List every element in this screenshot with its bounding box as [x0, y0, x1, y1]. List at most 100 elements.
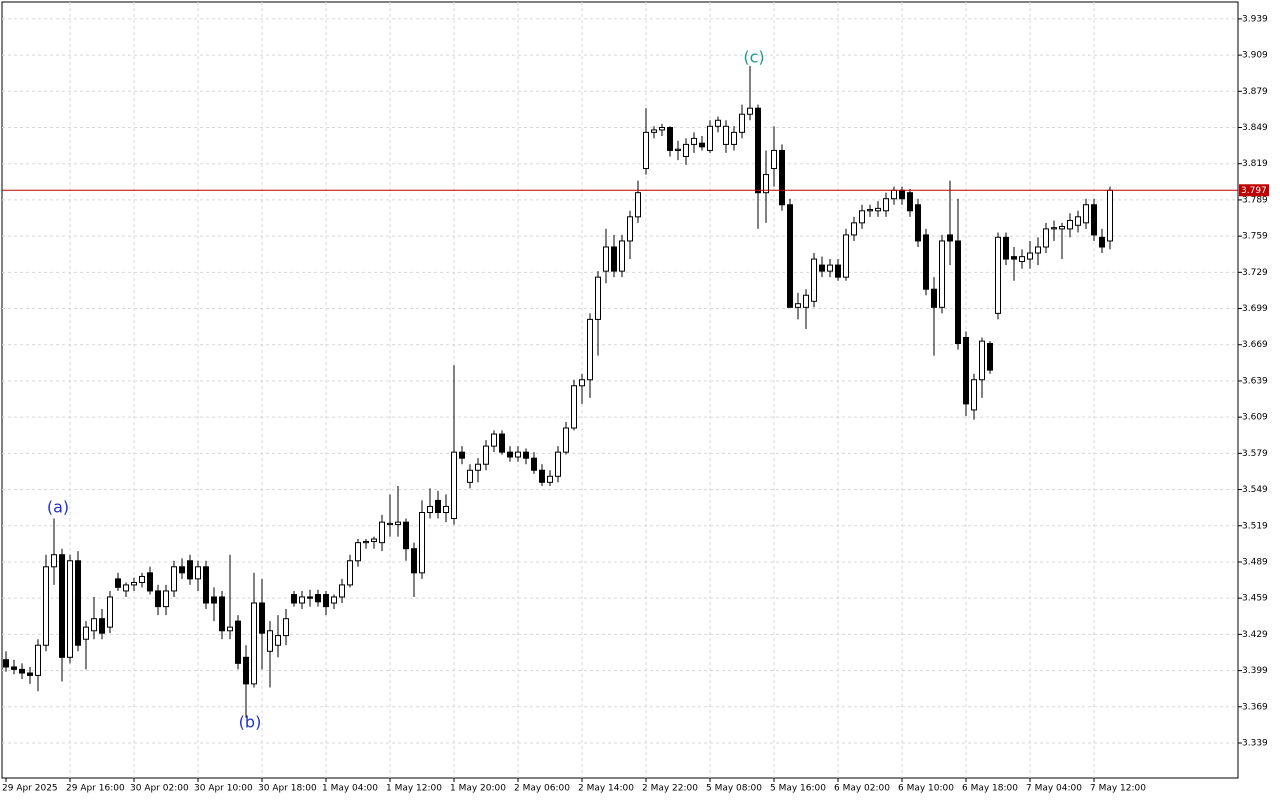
candle-body: [379, 521, 385, 544]
candle-body: [227, 626, 233, 632]
y-tick-label: 3.519: [1242, 521, 1268, 531]
candle-body: [19, 668, 25, 674]
candle-body: [651, 129, 657, 133]
candle-body: [827, 264, 833, 272]
candle-body: [195, 566, 201, 580]
candle-body: [763, 174, 769, 194]
candle-body: [907, 192, 913, 212]
candle-body: [627, 216, 633, 242]
candle-body: [1035, 246, 1041, 254]
candle-body: [619, 240, 625, 272]
candle-body: [83, 626, 89, 640]
candle-body: [1059, 225, 1065, 230]
candle-body: [115, 578, 121, 588]
candle-body: [947, 234, 953, 242]
candle-body: [1107, 189, 1113, 242]
candle-body: [187, 560, 193, 580]
candle-body: [595, 276, 601, 320]
candle-body: [259, 602, 265, 634]
candle-body: [547, 475, 553, 483]
candle-body: [475, 463, 481, 471]
candle-body: [843, 234, 849, 278]
candle-body: [123, 584, 129, 592]
y-tick-label: 3.399: [1242, 666, 1268, 676]
candle-body: [747, 107, 753, 115]
candle-body: [323, 594, 329, 608]
candle-body: [163, 590, 169, 608]
candle-body: [1027, 252, 1033, 260]
x-tick-label: 7 May 04:00: [1026, 784, 1082, 794]
candle-body: [35, 644, 41, 676]
y-tick-label: 3.879: [1242, 87, 1268, 97]
candle-body: [811, 258, 817, 302]
candle-body: [171, 566, 177, 592]
candle-body: [931, 288, 937, 308]
candle-body: [939, 240, 945, 308]
candle-body: [347, 560, 353, 586]
candle-body: [995, 236, 1001, 314]
candle-body: [91, 618, 97, 632]
candle-body: [987, 343, 993, 371]
candle-body: [899, 189, 905, 200]
candle-body: [235, 620, 241, 664]
candle-body: [795, 303, 801, 308]
wave-label: (a): [47, 498, 69, 517]
candle-body: [531, 457, 537, 471]
candle-body: [59, 554, 65, 658]
candle-body: [43, 566, 49, 646]
x-tick-label: 2 May 22:00: [642, 784, 698, 794]
candle-body: [675, 148, 681, 151]
candle-body: [683, 143, 689, 157]
x-tick-label: 6 May 18:00: [962, 784, 1018, 794]
y-tick-label: 3.489: [1242, 557, 1268, 567]
candle-body: [459, 451, 465, 459]
y-tick-label: 3.609: [1242, 413, 1268, 423]
candle-body: [211, 596, 217, 604]
candle-body: [443, 505, 449, 513]
candle-body: [859, 210, 865, 224]
candle-body: [515, 451, 521, 458]
y-tick-label: 3.369: [1242, 702, 1268, 712]
y-tick-label: 3.579: [1242, 449, 1268, 459]
candle-body: [891, 189, 897, 200]
candle-body: [755, 107, 761, 194]
y-tick-label: 3.939: [1242, 14, 1268, 24]
y-tick-label: 3.789: [1242, 195, 1268, 205]
y-tick-label: 3.639: [1242, 376, 1268, 386]
y-tick-label: 3.819: [1242, 159, 1268, 169]
candle-body: [771, 149, 777, 170]
candle-body: [307, 596, 313, 599]
candle-body: [571, 385, 577, 429]
candle-body: [179, 566, 185, 574]
candle-body: [147, 572, 153, 592]
candle-body: [883, 198, 889, 212]
x-tick-label: 2 May 14:00: [578, 784, 634, 794]
candle-body: [491, 433, 497, 447]
candle-body: [1075, 216, 1081, 226]
x-tick-label: 5 May 16:00: [770, 784, 826, 794]
candle-body: [403, 521, 409, 550]
candle-body: [67, 560, 73, 658]
candle-body: [499, 433, 505, 453]
x-tick-label: 1 May 04:00: [322, 784, 378, 794]
candle-body: [427, 505, 433, 513]
candle-body: [27, 672, 33, 676]
y-tick-label: 3.699: [1242, 304, 1268, 314]
candle-body: [371, 538, 377, 542]
y-tick-label: 3.459: [1242, 594, 1268, 604]
candle-body: [1083, 204, 1089, 224]
candle-body: [691, 137, 697, 145]
candle-body: [219, 596, 225, 632]
candle-body: [283, 618, 289, 637]
candle-body: [451, 451, 457, 520]
x-tick-label: 30 Apr 18:00: [258, 784, 317, 794]
candle-body: [803, 294, 809, 308]
candle-body: [851, 222, 857, 236]
candle-body: [1067, 219, 1073, 230]
x-tick-label: 29 Apr 2025: [2, 784, 58, 794]
candle-body: [731, 131, 737, 145]
x-tick-label: 30 Apr 10:00: [194, 784, 253, 794]
wave-label: (b): [239, 713, 262, 732]
candle-body: [1051, 227, 1057, 230]
y-tick-label: 3.549: [1242, 485, 1268, 495]
